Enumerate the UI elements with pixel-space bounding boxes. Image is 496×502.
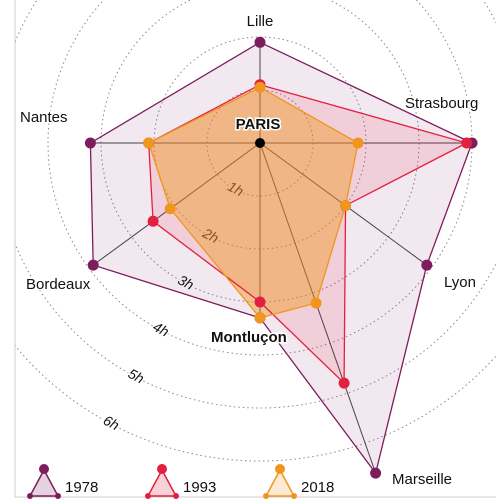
category-label: Strasbourg (405, 95, 478, 112)
frame (14, 0, 496, 498)
data-point (87, 259, 99, 271)
data-point (352, 137, 364, 149)
category-label: Montluçon (211, 329, 287, 346)
series-area (90, 42, 473, 474)
legend-swatch (146, 468, 178, 497)
legend-dot (263, 493, 269, 499)
legend-swatch (28, 468, 60, 497)
series-outline (89, 41, 473, 475)
legend-dot (27, 493, 33, 499)
category-label: Lyon (444, 274, 476, 291)
category-label: Nantes (20, 109, 68, 126)
data-point (310, 297, 322, 309)
data-point (370, 467, 382, 479)
center-dot (255, 138, 265, 148)
data-point (338, 377, 350, 389)
ring-label: 6h (101, 412, 122, 434)
legend-item: 2018 (263, 464, 334, 499)
legend-item: 1993 (145, 464, 216, 499)
data-point (164, 203, 176, 215)
data-point (147, 215, 159, 227)
series-outline (148, 84, 469, 385)
category-label: Bordeaux (26, 276, 91, 293)
data-point (254, 296, 266, 308)
data-point (254, 36, 266, 48)
legend-dot (291, 493, 297, 499)
data-point (421, 259, 433, 271)
legend-label: 1978 (65, 479, 98, 496)
series-outline (147, 86, 359, 319)
legend-dot (39, 464, 49, 474)
series-area (148, 87, 359, 318)
legend-dot (173, 493, 179, 499)
ring-label: 4h (150, 318, 171, 340)
data-point (254, 81, 266, 93)
legend-dot (145, 493, 151, 499)
legend-swatch (264, 468, 296, 497)
legend-item: 1978 (27, 464, 98, 499)
data-point (254, 312, 266, 324)
legend-label: 2018 (301, 479, 334, 496)
legend-dot (275, 464, 285, 474)
data-point (143, 137, 155, 149)
legend-dot (55, 493, 61, 499)
axis-line (92, 142, 261, 266)
category-label: Lille (247, 13, 274, 30)
ring-label: 5h (126, 365, 147, 387)
legend-label: 1993 (183, 479, 216, 496)
center-label: PARIS (236, 116, 281, 133)
legend-dot (157, 464, 167, 474)
category-label: Marseille (392, 471, 452, 488)
data-point (84, 137, 96, 149)
series-area (148, 84, 467, 384)
data-point (461, 137, 473, 149)
data-point (340, 200, 352, 212)
